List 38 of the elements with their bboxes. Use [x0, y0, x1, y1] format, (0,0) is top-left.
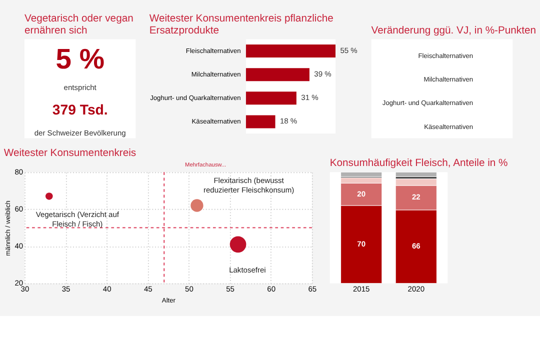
chart-title: Weitester Konsumentenkreis pflanzliche Ersatzprodukte	[149, 13, 334, 37]
chart-title: Konsumhäufigkeit Fleisch, Anteile in %	[330, 158, 508, 170]
y-tick-label: 20	[14, 278, 24, 288]
text: Vegetarisch oder vegan ernähren sich	[24, 13, 134, 37]
text: 5 %	[56, 42, 104, 74]
x-tick-label: 30	[20, 284, 30, 294]
chart-title: Weitester Konsumentenkreis	[4, 148, 136, 160]
x-tick-label: 2020	[408, 284, 425, 294]
x-tick-label: 50	[185, 284, 194, 294]
bar	[246, 115, 276, 128]
data-label: 31 %	[301, 93, 319, 102]
text: der Schweizer Bevölkerung	[34, 128, 126, 138]
text: entspricht	[64, 83, 98, 92]
data-label: 55 %	[340, 46, 358, 55]
series-label: Flexitarisch (bewusst reduzierter Fleischkonsum)	[203, 176, 295, 194]
data-label: 20	[357, 189, 366, 198]
bar	[246, 68, 310, 82]
series-label: Laktosefrei	[229, 266, 266, 275]
data-label: 39 %	[314, 69, 332, 78]
y-tick-label: 80	[14, 167, 24, 176]
data-label: 66	[412, 242, 420, 251]
data-label: 22	[412, 192, 420, 202]
y-tick-label: 60	[14, 204, 24, 214]
x-tick-label: 55	[226, 284, 234, 294]
bar	[246, 92, 296, 105]
series-label: Vegetarisch (Verzicht auf Fleisch / Fisch)	[36, 210, 120, 228]
bar	[246, 44, 336, 58]
x-tick-label: 60	[267, 284, 276, 294]
x-tick-label: 65	[308, 284, 317, 294]
y-tick-label: 40	[14, 242, 24, 251]
data-label: 70	[357, 239, 366, 248]
x-tick-label: 2015	[352, 284, 370, 294]
data-label: 18 %	[280, 116, 298, 126]
text: Veränderung ggü. VJ, in %-Punkten	[371, 26, 536, 37]
x-tick-label: 40	[102, 284, 112, 294]
x-tick-label: 45	[144, 284, 152, 294]
text: 379 Tsd.	[52, 102, 108, 118]
x-tick-label: 35	[62, 284, 70, 294]
